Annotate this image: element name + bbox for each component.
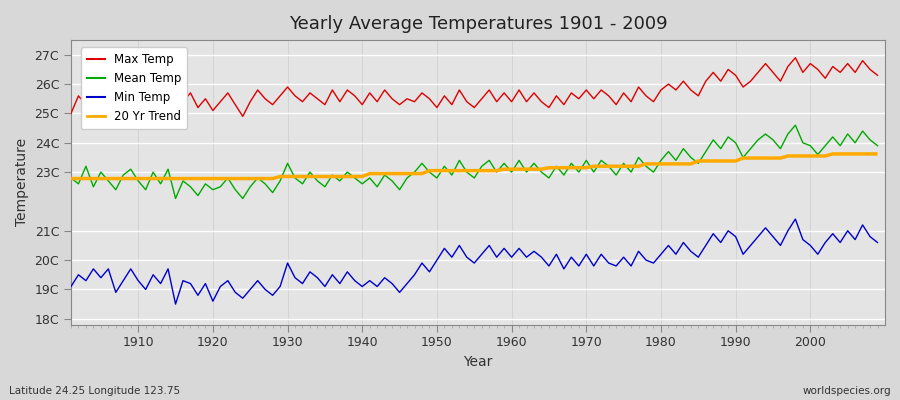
Y-axis label: Temperature: Temperature: [15, 138, 29, 226]
Text: worldspecies.org: worldspecies.org: [803, 386, 891, 396]
Legend: Max Temp, Mean Temp, Min Temp, 20 Yr Trend: Max Temp, Mean Temp, Min Temp, 20 Yr Tre…: [81, 48, 187, 129]
X-axis label: Year: Year: [464, 355, 492, 369]
Text: Latitude 24.25 Longitude 123.75: Latitude 24.25 Longitude 123.75: [9, 386, 180, 396]
Title: Yearly Average Temperatures 1901 - 2009: Yearly Average Temperatures 1901 - 2009: [289, 15, 667, 33]
